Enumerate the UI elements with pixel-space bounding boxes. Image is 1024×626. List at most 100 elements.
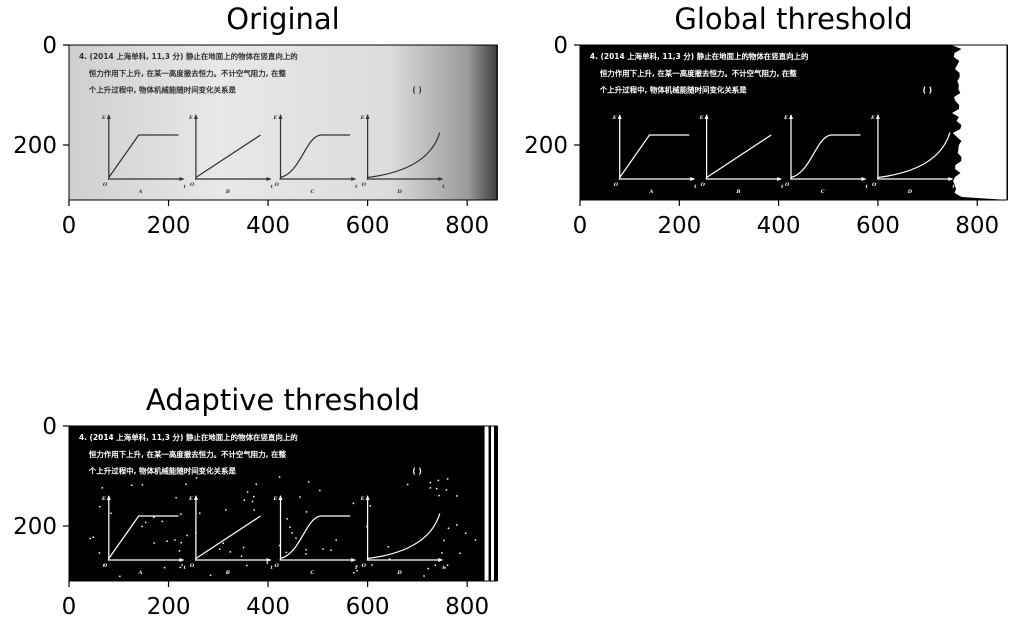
arrow-right-icon <box>351 177 357 181</box>
axis-t-label: t <box>952 184 955 190</box>
noise-speck <box>181 564 183 566</box>
axis-t-label: t <box>271 184 274 190</box>
noise-speck <box>103 564 105 566</box>
noise-speck <box>141 484 144 486</box>
axes-frame <box>68 44 498 201</box>
arrow-up-icon <box>193 114 198 119</box>
noise-speck <box>286 518 288 520</box>
noise-speck <box>246 491 249 493</box>
arrow-up-icon <box>365 114 370 119</box>
noise-speck <box>437 479 440 482</box>
axis-e-label: E <box>612 115 617 121</box>
noise-speck <box>285 551 288 554</box>
noise-speck <box>252 495 255 498</box>
question-line3: 个上升过程中, 物体机械能随时间变化关系是 <box>88 465 237 475</box>
noise-speck <box>322 548 324 550</box>
subplot-original: Original 4. (2014 上海单科, 11,3 分) 静止在地面上的物体… <box>13 2 498 239</box>
noise-speck <box>436 487 438 490</box>
arrow-right-icon <box>690 177 696 181</box>
image-original: 4. (2014 上海单科, 11,3 分) 静止在地面上的物体在竖直向上的恒力… <box>69 45 498 200</box>
noise-speck <box>474 539 477 541</box>
arrow-right-icon <box>438 558 444 562</box>
noise-speck <box>179 566 181 569</box>
energy-curve <box>280 515 351 560</box>
noise-speck <box>195 477 198 479</box>
answer-parentheses: ( ) <box>412 85 421 94</box>
origin-label: O <box>872 182 877 188</box>
axis-e-label: E <box>699 115 704 121</box>
noise-speck <box>163 566 166 569</box>
noise-speck <box>330 549 332 551</box>
y-tick-label: 0 <box>42 33 57 59</box>
axis-e-label: E <box>273 115 278 121</box>
noise-speck <box>99 505 101 508</box>
energy-curve <box>877 132 951 179</box>
graph-letter: A <box>138 189 143 195</box>
noise-speck <box>289 526 291 528</box>
question-line1: 4. (2014 上海单科, 11,3 分) 静止在地面上的物体在竖直向上的 <box>590 51 809 61</box>
origin-label: O <box>785 182 790 188</box>
subplot-title: Adaptive threshold <box>146 383 420 417</box>
origin-label: O <box>275 563 280 569</box>
graph-letter: D <box>907 189 913 195</box>
graph-letter: C <box>821 189 825 195</box>
x-tick-label: 0 <box>62 594 77 620</box>
energy-graph-D: Et O D <box>360 114 445 195</box>
noise-speck <box>185 483 187 486</box>
noise-speck <box>355 565 358 567</box>
axis-t-label: t <box>781 184 784 190</box>
x-tick-label: 600 <box>346 213 390 239</box>
noise-speck <box>423 575 425 577</box>
graph-letter: C <box>310 189 314 195</box>
noise-speck <box>464 532 467 535</box>
noise-speck <box>429 481 432 484</box>
graph-letter: A <box>138 570 143 576</box>
energy-graph-A: Et O A <box>612 114 697 195</box>
arrow-up-icon <box>704 114 709 119</box>
origin-label: O <box>190 182 195 188</box>
x-tick-label: 600 <box>346 594 390 620</box>
energy-graph-D: Et O D <box>360 495 445 576</box>
axis-e-label: E <box>360 496 365 502</box>
axis-t-label: t <box>183 184 186 190</box>
noise-speck <box>141 525 143 528</box>
noise-speck <box>130 484 133 486</box>
energy-curve <box>108 515 179 559</box>
axis-e-label: E <box>101 496 106 502</box>
noise-speck <box>180 513 182 515</box>
energy-curve <box>367 132 441 179</box>
origin-label: O <box>614 182 619 188</box>
energy-graph-B: Et O B <box>188 495 274 576</box>
origin-label: O <box>103 182 108 188</box>
noise-speck <box>446 564 449 566</box>
energy-curve <box>280 134 351 179</box>
noise-speck <box>447 527 450 529</box>
axis-e-label: E <box>188 496 193 502</box>
graph-letter: D <box>396 570 402 576</box>
noise-speck <box>427 567 429 570</box>
arrow-up-icon <box>278 495 283 500</box>
arrow-right-icon <box>861 177 867 181</box>
washed-out-region <box>951 45 1008 200</box>
noise-speck <box>456 524 458 526</box>
x-tick-label: 200 <box>657 213 701 239</box>
noise-speck <box>366 525 368 528</box>
noise-speck <box>266 562 269 564</box>
image-global: 4. (2014 上海单科, 11,3 分) 静止在地面上的物体在竖直向上的恒力… <box>580 45 1008 200</box>
noise-speck <box>225 509 227 511</box>
noise-speck <box>335 539 337 541</box>
energy-graph-A: Et O A <box>101 495 186 576</box>
noise-speck <box>198 512 201 514</box>
noise-speck <box>174 539 176 541</box>
paper-background <box>69 45 498 200</box>
y-tick-label: 200 <box>13 133 57 159</box>
noise-speck <box>186 534 188 537</box>
axis-e-label: E <box>783 115 788 121</box>
axes-frame <box>68 425 498 582</box>
image-adaptive: 4. (2014 上海单科, 11,3 分) 静止在地面上的物体在竖直向上的恒力… <box>69 426 498 581</box>
energy-curve <box>367 513 441 560</box>
noise-speck <box>446 478 449 480</box>
